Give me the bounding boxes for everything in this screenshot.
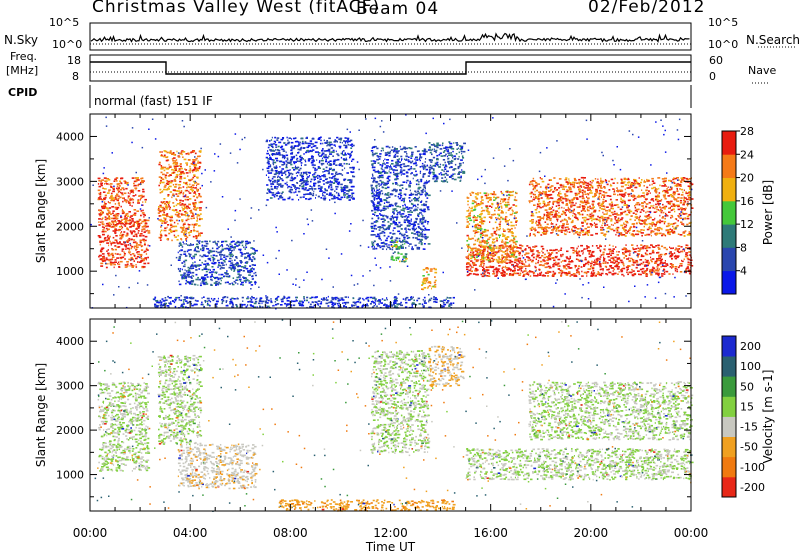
colorbar-segment — [722, 154, 736, 178]
colorbar-tick-label: -200 — [740, 481, 765, 494]
y-tick-label: 2000 — [56, 424, 84, 437]
nsearch-label: N.Search — [746, 33, 800, 47]
colorbar-segment — [722, 336, 736, 357]
freq-left-tick-bottom: 8 — [72, 70, 79, 83]
colorbar-segment — [722, 356, 736, 377]
power-y-axis-label: Slant Range [km] — [34, 159, 48, 263]
noise-panel-frame — [89, 22, 692, 51]
colorbar-tick-label: 16 — [740, 195, 754, 208]
colorbar-segment — [722, 200, 736, 225]
y-tick-label: 3000 — [56, 380, 84, 393]
colorbar-segment — [722, 436, 736, 458]
colorbar-tick-label: 100 — [740, 360, 761, 373]
noise-left-tick-top: 10^5 — [49, 16, 79, 29]
x-tick-label: 08:00 — [273, 526, 308, 540]
power-scatter-layer — [90, 114, 694, 310]
x-axis-label: Time UT — [365, 540, 416, 554]
y-tick-label: 1000 — [56, 469, 84, 482]
station-title: Christmas Valley West (fitACF) — [92, 0, 381, 17]
noise-left-tick-bottom: 10^0 — [52, 38, 82, 51]
colorbar-tick-label: 24 — [740, 148, 754, 161]
colorbar-segment — [722, 396, 736, 417]
colorbar-tick-label: 50 — [740, 380, 754, 393]
colorbar-segment — [722, 376, 736, 397]
colorbar-segment — [722, 224, 736, 248]
noise-right-tick-top: 10^5 — [708, 16, 738, 29]
velocity-scatter-layer — [94, 319, 694, 512]
y-tick-label: 2000 — [56, 220, 84, 233]
noise-right-tick-bottom: 10^0 — [708, 38, 738, 51]
colorbar-segment — [722, 456, 736, 478]
y-tick-label: 1000 — [56, 265, 84, 278]
colorbar-tick-label: 28 — [740, 125, 754, 138]
colorbar-tick-label: -100 — [740, 461, 765, 474]
colorbar-tick-label: 4 — [740, 265, 747, 278]
power-colorbar-label: Power [dB] — [761, 180, 775, 245]
freq-label: Freq. — [10, 50, 38, 63]
colorbar-segment — [722, 247, 736, 272]
colorbar-tick-label: 8 — [740, 241, 747, 254]
nsky-label: N.Sky — [4, 33, 39, 47]
x-tick-label: 00:00 — [73, 526, 108, 540]
freq-unit-label: [MHz] — [6, 64, 39, 77]
colorbar-tick-label: -15 — [740, 421, 758, 434]
x-tick-label: 04:00 — [173, 526, 208, 540]
y-tick-label: 3000 — [56, 175, 84, 188]
cpid-label: CPID — [8, 86, 38, 99]
colorbar-segment — [722, 416, 736, 437]
y-tick-label: 4000 — [56, 130, 84, 143]
mode-text: normal (fast) 151 IF — [94, 94, 213, 108]
colorbar-tick-label: 20 — [740, 172, 754, 185]
x-tick-label: 16:00 — [473, 526, 508, 540]
y-tick-label: 4000 — [56, 335, 84, 348]
colorbar-segment — [722, 131, 736, 155]
velocity-colorbar-label: Velocity [m s-1] — [761, 370, 775, 464]
colorbar-frame — [721, 335, 737, 498]
colorbar-segment — [722, 270, 736, 295]
colorbar-tick-label: -50 — [740, 441, 758, 454]
freq-right-tick-bottom: 0 — [709, 70, 716, 83]
colorbar-tick-label: 200 — [740, 340, 761, 353]
freq-left-tick-top: 18 — [67, 54, 81, 67]
colorbar-segment — [722, 177, 736, 202]
frequency-line — [90, 61, 691, 75]
colorbar-segment — [722, 476, 736, 498]
freq-right-tick-top: 60 — [709, 54, 723, 67]
beam-label: Beam 04 — [356, 0, 440, 19]
colorbar-tick-label: 12 — [740, 218, 754, 231]
colorbar-tick-label: 15 — [740, 400, 754, 413]
colorbar-frame — [721, 130, 737, 295]
x-tick-label: 12:00 — [373, 526, 408, 540]
freq-panel-frame — [89, 54, 692, 82]
velocity-y-axis-label: Slant Range [km] — [34, 363, 48, 467]
nave-label: Nave — [748, 64, 777, 77]
sky-noise-line — [90, 32, 690, 43]
date-label: 02/Feb/2012 — [588, 0, 706, 17]
x-tick-label: 00:00 — [674, 526, 709, 540]
x-tick-label: 20:00 — [574, 526, 609, 540]
